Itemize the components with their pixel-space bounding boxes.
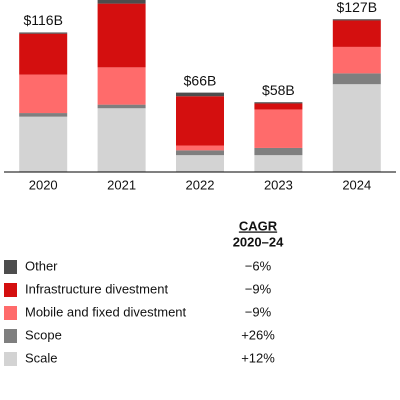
legend-swatch: [4, 306, 17, 320]
bar-segment: [332, 73, 381, 85]
cagr-header: CAGR: [239, 218, 278, 233]
total-label: $66B: [184, 72, 217, 88]
x-tick-label: 2022: [186, 177, 215, 192]
bar-segment: [176, 145, 224, 151]
x-tick-label: 2021: [107, 177, 136, 192]
legend-swatch: [4, 283, 17, 297]
total-label: $127B: [337, 0, 377, 15]
legend-label: Scale: [25, 350, 58, 365]
cagr-value: +12%: [241, 350, 275, 365]
bar-segment: [176, 150, 224, 156]
bar-segment: [97, 104, 146, 109]
bar-segment: [19, 116, 68, 172]
bar-segment: [176, 155, 224, 172]
legend-label: Mobile and fixed divestment: [25, 304, 187, 319]
bar-segment: [332, 19, 381, 21]
cagr-value: −6%: [245, 258, 272, 273]
legend-swatch: [4, 260, 17, 274]
bar-segment: [97, 67, 146, 105]
x-tick-label: 2020: [29, 177, 58, 192]
legend-label: Infrastructure divestment: [25, 281, 168, 296]
bar-segment: [97, 0, 146, 4]
total-label: $58B: [262, 82, 295, 98]
legend-label: Other: [25, 258, 58, 273]
bar-segment: [332, 20, 381, 47]
cagr-value: +26%: [241, 327, 275, 342]
bar-segment: [254, 147, 303, 156]
legend-swatch: [4, 329, 17, 343]
bar-segment: [254, 155, 303, 172]
total-label: $116B: [23, 12, 62, 28]
bar-segment: [19, 33, 68, 75]
cagr-value: −9%: [245, 281, 272, 296]
bar-segment: [332, 46, 381, 74]
bar-segment: [176, 96, 224, 146]
bar-segment: [19, 74, 68, 114]
bar-segment: [176, 92, 224, 97]
bar-segment: [97, 108, 146, 172]
cagr-value: −9%: [245, 304, 272, 319]
cagr-period: 2020–24: [233, 234, 284, 249]
bar-segment: [254, 102, 303, 104]
legend-label: Scope: [25, 327, 62, 342]
bar-segment: [254, 109, 303, 148]
bar-segment: [97, 3, 146, 68]
bar-segment: [332, 84, 381, 172]
legend-swatch: [4, 352, 17, 366]
bar-segment: [254, 103, 303, 110]
bar-segment: [19, 113, 68, 117]
x-tick-label: 2023: [264, 177, 293, 192]
x-tick-label: 2024: [342, 177, 371, 192]
bar-segment: [19, 32, 68, 34]
